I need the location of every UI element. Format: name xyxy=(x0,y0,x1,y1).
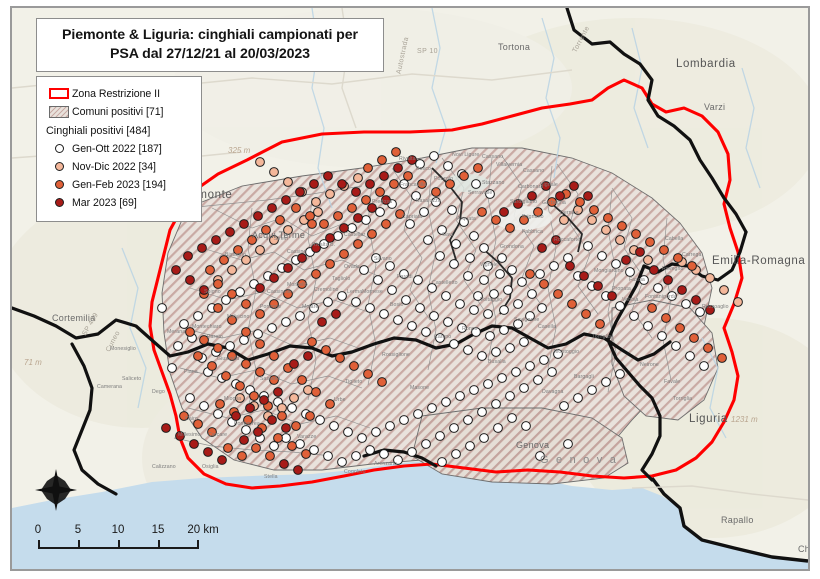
dot-swatch-gen-feb-2023 xyxy=(46,180,72,189)
legend-item-gen-feb-2023[interactable]: Gen-Feb 2023 [194] xyxy=(46,176,194,193)
zona-restrizione-polygon xyxy=(148,78,744,490)
scale-tick-5: 5 xyxy=(74,524,82,536)
scale-tick-labels: 0 5 10 15 20 km xyxy=(34,524,238,538)
legend-item-nov-dic-2022[interactable]: Nov-Dic 2022 [34] xyxy=(46,158,194,175)
legend-label-nov-dic-2022: Nov-Dic 2022 [34] xyxy=(72,160,156,173)
points-nov-dic-2022 xyxy=(213,157,743,421)
scale-tick-10: 10 xyxy=(111,524,125,536)
admin-boundaries xyxy=(12,8,748,496)
map-frame: Piemonte Lombardia Emilia-Romagna Liguri… xyxy=(10,6,810,571)
legend-label-gen-feb-2023: Gen-Feb 2023 [194] xyxy=(72,178,166,191)
scale-tick-0: 0 xyxy=(34,524,42,536)
title-line-1: Piemonte & Liguria: cinghiali campionati… xyxy=(62,27,358,43)
scale-tick-20: 20 km xyxy=(187,524,219,536)
points-mar-2023 xyxy=(161,155,715,475)
page-title: Piemonte & Liguria: cinghiali campionati… xyxy=(45,26,375,63)
title-line-2: PSA dal 27/12/21 al 20/03/2023 xyxy=(110,45,310,62)
coastline-dark xyxy=(650,476,808,563)
map-legend: Zona Restrizione II Comuni positivi [71]… xyxy=(36,76,202,222)
scale-bar-line xyxy=(38,539,238,549)
map-vector-layer xyxy=(12,8,808,569)
legend-label-comuni-positivi: Comuni positivi [71] xyxy=(72,105,164,118)
cinghiali-points-layer xyxy=(157,147,743,475)
points-gen-feb-2023 xyxy=(179,147,727,461)
legend-item-gen-ott-2022[interactable]: Gen-Ott 2022 [187] xyxy=(46,140,194,157)
scale-tick-15: 15 xyxy=(151,524,165,536)
scale-bar: 0 5 10 15 20 km xyxy=(34,524,238,549)
comuni-positivi-layer xyxy=(161,147,719,485)
legend-label-zona-restrizione: Zona Restrizione II xyxy=(72,87,160,100)
legend-item-comuni-positivi[interactable]: Comuni positivi [71] xyxy=(46,103,194,120)
dot-swatch-nov-dic-2022 xyxy=(46,162,72,171)
zona-restrizione-swatch xyxy=(46,88,72,99)
admin-boundaries-thin xyxy=(431,167,583,315)
points-gen-ott-2022 xyxy=(157,151,709,467)
dot-swatch-mar-2023 xyxy=(46,198,72,207)
compass-rose xyxy=(34,468,78,517)
legend-label-gen-ott-2022: Gen-Ott 2022 [187] xyxy=(72,142,162,155)
sea-polygon xyxy=(12,460,808,569)
legend-item-mar-2023[interactable]: Mar 2023 [69] xyxy=(46,194,194,211)
legend-subheading: Cinghiali positivi [484] xyxy=(46,125,151,137)
dot-swatch-gen-ott-2022 xyxy=(46,144,72,153)
map-title-box: Piemonte & Liguria: cinghiali campionati… xyxy=(36,18,384,73)
map-canvas[interactable]: Piemonte Lombardia Emilia-Romagna Liguri… xyxy=(12,8,808,569)
legend-item-zona-restrizione[interactable]: Zona Restrizione II xyxy=(46,85,194,102)
comuni-positivi-swatch xyxy=(46,105,72,118)
legend-label-mar-2023: Mar 2023 [69] xyxy=(72,196,137,209)
